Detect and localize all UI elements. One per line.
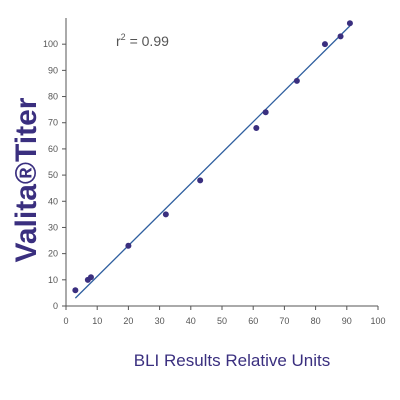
y-tick-label: 90: [48, 65, 58, 75]
y-tick-label: 30: [48, 222, 58, 232]
y-tick-label: 20: [48, 249, 58, 259]
y-tick-label: 60: [48, 144, 58, 154]
y-tick-label: 0: [53, 301, 58, 311]
data-point: [253, 124, 260, 131]
x-tick-label: 0: [63, 316, 68, 326]
trendline: [74, 25, 351, 299]
x-tick-label: 70: [279, 316, 289, 326]
y-tick-label: 50: [48, 170, 58, 180]
data-point: [162, 211, 169, 218]
x-tick-label: 30: [155, 316, 165, 326]
y-axis-label: Valita®Titer: [10, 97, 43, 262]
x-tick-label: 20: [123, 316, 133, 326]
x-tick-label: 50: [217, 316, 227, 326]
r-squared-annotation: r2 = 0.99: [116, 32, 169, 49]
y-tick-label: 100: [43, 39, 58, 49]
y-tick-label: 10: [48, 275, 58, 285]
data-points: [72, 20, 353, 294]
x-tick-label: 40: [186, 316, 196, 326]
y-axis-ticks: 0 10 20 30 40 50 60 70 80 90 100: [43, 39, 66, 311]
x-tick-label: 10: [92, 316, 102, 326]
data-point: [262, 109, 269, 116]
x-tick-label: 80: [311, 316, 321, 326]
y-tick-label: 80: [48, 92, 58, 102]
axes: [65, 18, 378, 307]
x-tick-label: 60: [248, 316, 258, 326]
data-point: [72, 287, 79, 294]
x-axis-ticks: 0 10 20 30 40 50 60 70 80 90 100: [63, 306, 386, 326]
data-point: [293, 77, 300, 84]
y-tick-label: 70: [48, 118, 58, 128]
data-point: [197, 177, 204, 184]
data-point: [346, 20, 353, 27]
data-point: [337, 33, 344, 40]
data-point: [125, 242, 132, 249]
x-tick-label: 90: [342, 316, 352, 326]
x-tick-label: 100: [370, 316, 385, 326]
data-point: [87, 274, 94, 281]
y-tick-label: 40: [48, 196, 58, 206]
data-point: [321, 41, 328, 48]
x-axis-label: BLI Results Relative Units: [134, 351, 331, 370]
